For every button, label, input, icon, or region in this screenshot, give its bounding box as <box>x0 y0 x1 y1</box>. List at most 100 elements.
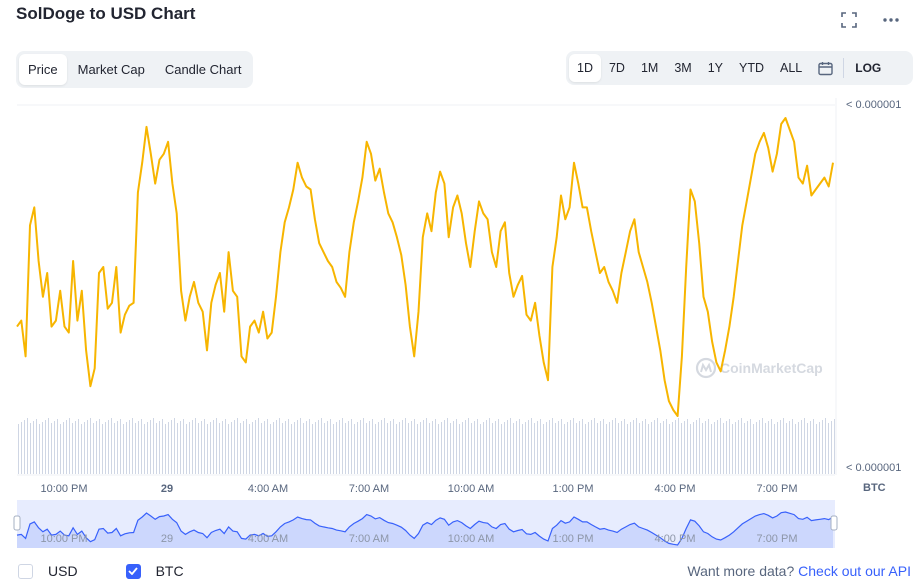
volume-bar <box>150 420 151 474</box>
legend-item-usd[interactable]: USD <box>18 563 78 579</box>
range-all[interactable]: ALL <box>780 61 803 75</box>
volume-bar <box>360 420 361 474</box>
volume-bar <box>669 424 670 474</box>
volume-bar <box>477 419 478 474</box>
watermark-logo-mark <box>700 362 712 373</box>
volume-bar <box>204 419 205 474</box>
x-tick-label: 4:00 PM <box>655 483 696 495</box>
volume-bar <box>249 424 250 474</box>
volume-bar <box>528 420 529 474</box>
volume-bar <box>363 418 364 474</box>
volume-bar <box>474 421 475 474</box>
volume-bar <box>441 422 442 474</box>
volume-bar <box>762 418 763 474</box>
volume-bar <box>552 418 553 474</box>
volume-bar <box>801 420 802 474</box>
volume-bar <box>489 418 490 474</box>
volume-bar <box>726 421 727 474</box>
range-1m[interactable]: 1M <box>640 61 659 75</box>
navigator-tick-label: 7:00 AM <box>349 533 389 545</box>
volume-bar <box>483 422 484 474</box>
volume-bar <box>420 422 421 474</box>
volume-bar <box>309 419 310 474</box>
volume-bar <box>624 419 625 474</box>
volume-bar <box>468 418 469 474</box>
volume-bar <box>51 423 52 474</box>
volume-bar <box>348 421 349 474</box>
price-chart[interactable]: CoinMarketCap < 0.000001 < 0.000001 BTC … <box>0 0 915 560</box>
volume-bar <box>561 419 562 474</box>
navigator-tick-label: 10:00 AM <box>448 533 494 545</box>
volume-bar <box>63 422 64 474</box>
volume-bar <box>327 421 328 474</box>
x-tick-label: 4:00 AM <box>248 483 288 495</box>
volume-bar <box>453 421 454 474</box>
volume-bar <box>84 422 85 474</box>
volume-bar <box>198 423 199 474</box>
tab-candle-chart[interactable]: Candle Chart <box>164 62 242 77</box>
api-note: Want more data? Check out our API <box>687 563 911 579</box>
volume-bar <box>537 421 538 474</box>
range-3m[interactable]: 3M <box>674 61 692 75</box>
y-tick-label-bottom: < 0.000001 <box>846 462 901 474</box>
volume-bar <box>729 419 730 474</box>
volume-bar <box>495 421 496 474</box>
volume-bar <box>714 422 715 474</box>
log-scale-toggle[interactable]: LOG <box>855 61 882 75</box>
volume-bar <box>39 424 40 474</box>
tab-price[interactable]: Price <box>19 54 67 85</box>
volume-bar <box>258 418 259 474</box>
volume-bar <box>735 422 736 474</box>
legend-item-btc[interactable]: BTC <box>125 563 184 579</box>
volume-bar <box>69 418 70 474</box>
btc-checkbox[interactable] <box>125 563 141 579</box>
volume-bar <box>687 419 688 474</box>
volume-bar <box>375 424 376 474</box>
volume-bar <box>351 419 352 474</box>
volume-bar <box>570 420 571 474</box>
usd-checkbox[interactable] <box>18 563 33 579</box>
range-1y[interactable]: 1Y <box>707 61 724 75</box>
volume-bar <box>459 424 460 474</box>
range-7d[interactable]: 7D <box>608 61 625 75</box>
volume-bar <box>234 420 235 474</box>
volume-bar <box>222 421 223 474</box>
fullscreen-icon[interactable] <box>839 10 859 30</box>
volume-bar <box>564 424 565 474</box>
legend-label-usd: USD <box>48 563 78 579</box>
volume-bar <box>252 422 253 474</box>
more-options-icon[interactable] <box>881 10 901 30</box>
volume-bar <box>732 424 733 474</box>
volume-bar <box>546 422 547 474</box>
volume-bar <box>705 421 706 474</box>
volume-bar <box>426 418 427 474</box>
volume-bar <box>720 418 721 474</box>
range-1d[interactable]: 1D <box>569 54 601 82</box>
volume-bar <box>303 423 304 474</box>
volume-bar <box>663 421 664 474</box>
volume-bar <box>189 422 190 474</box>
volume-bars <box>18 418 835 474</box>
volume-bar <box>549 420 550 474</box>
volume-bar <box>414 419 415 474</box>
api-link[interactable]: Check out our API <box>798 563 911 579</box>
volume-bar <box>78 419 79 474</box>
volume-bar <box>750 419 751 474</box>
x-tick-label: 1:00 PM <box>553 483 594 495</box>
volume-bar <box>573 418 574 474</box>
volume-bar <box>792 419 793 474</box>
calendar-icon[interactable] <box>810 61 840 76</box>
volume-bar <box>456 419 457 474</box>
volume-bar <box>771 419 772 474</box>
volume-bar <box>402 420 403 474</box>
tab-market-cap[interactable]: Market Cap <box>77 62 145 77</box>
range-ytd[interactable]: YTD <box>739 61 765 75</box>
y-axis-labels: < 0.000001 < 0.000001 BTC <box>846 99 901 494</box>
volume-bar <box>507 420 508 474</box>
volume-bar <box>699 418 700 474</box>
volume-bar <box>387 423 388 474</box>
navigator-area <box>17 512 833 548</box>
volume-bar <box>279 418 280 474</box>
volume-bar <box>282 423 283 474</box>
volume-bar <box>117 421 118 474</box>
